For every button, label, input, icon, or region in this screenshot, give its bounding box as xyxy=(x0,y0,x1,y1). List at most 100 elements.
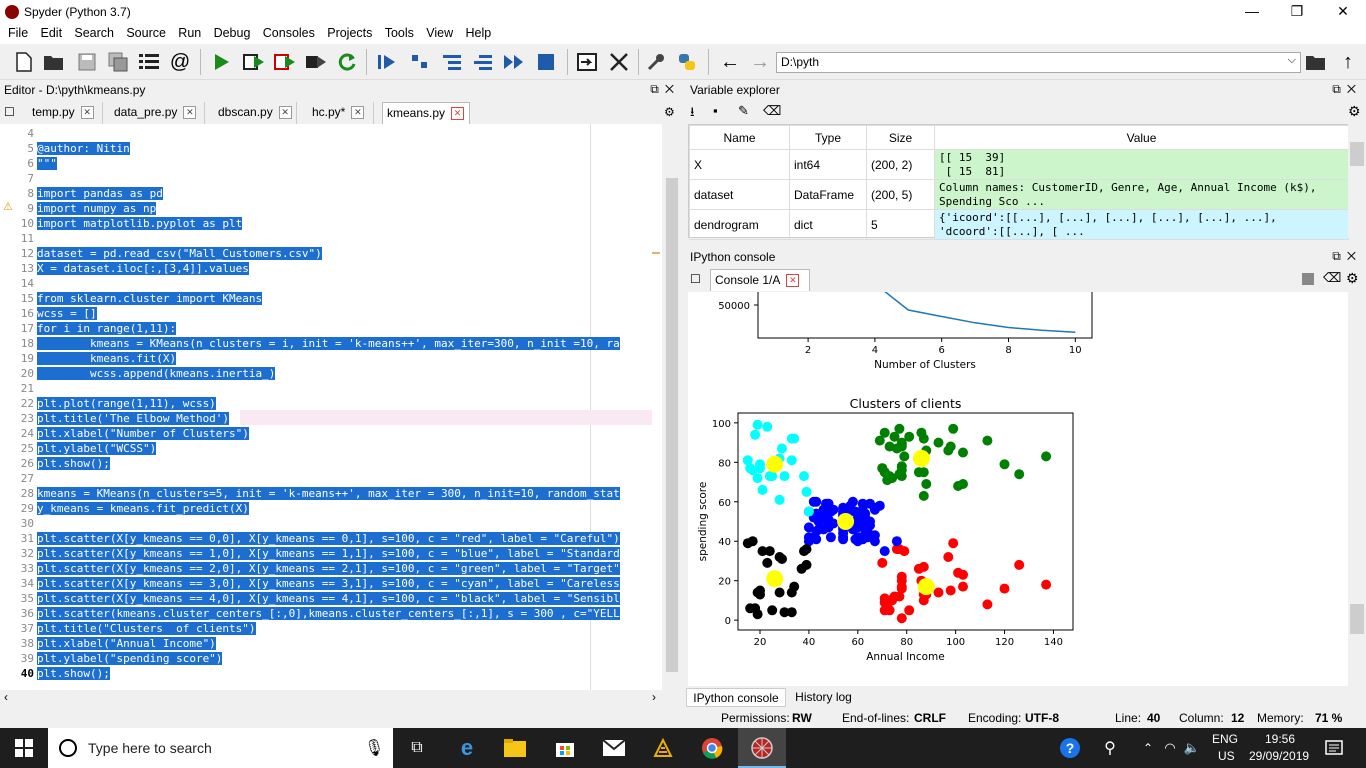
step-return-icon[interactable] xyxy=(472,51,494,73)
code-line[interactable]: dataset = pd.read_csv("Mall_Customers.cs… xyxy=(37,246,322,261)
code-line[interactable]: plt.xlabel("Annual Income") xyxy=(37,636,216,651)
at-icon[interactable]: @ xyxy=(169,50,191,73)
code-line[interactable]: X = dataset.iloc[:,[3,4]].values xyxy=(37,261,249,276)
tab-hc[interactable]: hc.py* ✕ xyxy=(308,102,374,124)
save-all-icon[interactable] xyxy=(107,51,129,73)
code-line[interactable]: kmeans.fit(X) xyxy=(37,351,177,366)
close-tab-icon[interactable]: ✕ xyxy=(278,106,292,120)
stop-console-icon[interactable] xyxy=(1302,273,1314,285)
menu-run[interactable]: Run xyxy=(178,26,202,40)
code-line[interactable]: plt.plot(range(1,11), wcss) xyxy=(37,396,216,411)
run-cell-icon[interactable] xyxy=(243,51,265,73)
save-icon[interactable] xyxy=(76,51,98,73)
people-icon[interactable]: ⚲ xyxy=(1104,740,1116,757)
volume-icon[interactable]: 🔈 xyxy=(1183,740,1201,755)
edge-icon[interactable]: e xyxy=(460,735,474,760)
scroll-right-icon[interactable]: › xyxy=(652,690,656,704)
tab-temp[interactable]: temp.py ✕ xyxy=(28,102,103,124)
editor-horizontal-scrollbar[interactable]: ‹ › xyxy=(0,690,662,706)
spyder-taskbar-button[interactable] xyxy=(738,728,786,768)
menu-edit[interactable]: Edit xyxy=(40,26,63,40)
clock-time[interactable]: 19:56 xyxy=(1265,732,1296,746)
language-region[interactable]: US xyxy=(1218,749,1235,763)
menu-search[interactable]: Search xyxy=(74,26,114,40)
code-line[interactable]: plt.title("Clusters of clients") xyxy=(37,621,256,636)
tab-data-pre[interactable]: data_pre.py ✕ xyxy=(110,102,205,124)
editor-vertical-scrollbar[interactable] xyxy=(652,124,682,690)
fullscreen-icon[interactable] xyxy=(608,51,630,73)
forward-arrow-icon[interactable]: → xyxy=(750,50,770,73)
var-value[interactable]: [[ 15 39] [ 15 81] xyxy=(934,149,1349,180)
column-header-value[interactable]: Value xyxy=(934,125,1349,150)
code-line[interactable]: plt.xlabel("Number of Clusters") xyxy=(37,426,249,441)
code-line[interactable]: plt.show(); xyxy=(37,456,110,471)
language-code[interactable]: ENG xyxy=(1212,732,1239,746)
code-line[interactable]: plt.title('The Elbow Method') xyxy=(37,411,230,426)
restore-button[interactable]: ❐ xyxy=(1290,3,1304,19)
close-tab-icon[interactable]: ✕ xyxy=(786,274,800,288)
save-as-icon[interactable]: ✎ xyxy=(738,103,749,118)
scrollbar-thumb[interactable] xyxy=(666,178,678,672)
network-icon[interactable]: ◠ xyxy=(1164,740,1176,755)
code-line[interactable]: kmeans = KMeans(n_clusters = i, init = '… xyxy=(37,336,620,351)
continue-icon[interactable] xyxy=(503,51,525,73)
table-row[interactable]: dendrogram dict 5 {'icoord':[[...], [...… xyxy=(689,209,1349,240)
code-line[interactable]: plt.scatter(X[y_kmeans == 0,0], X[y_kmea… xyxy=(37,531,620,546)
gear-icon[interactable]: ⚙ xyxy=(1346,270,1359,286)
working-directory-input[interactable]: D:\pyth ⌵ xyxy=(776,52,1301,73)
explorer-icon[interactable] xyxy=(503,736,527,760)
menu-help[interactable]: Help xyxy=(465,26,492,40)
menu-projects[interactable]: Projects xyxy=(327,26,373,40)
column-header-name[interactable]: Name xyxy=(689,125,790,150)
task-view-icon[interactable]: ⧉ xyxy=(411,739,423,756)
code-line[interactable]: plt.scatter(X[y_kmeans == 3,0], X[y_kmea… xyxy=(37,576,620,591)
pane-controls[interactable]: ⧉✕ xyxy=(1332,249,1362,263)
list-icon[interactable] xyxy=(138,51,160,73)
table-row[interactable]: dataset DataFrame (200, 5) Column names:… xyxy=(689,179,1349,210)
run-cell-advance-icon[interactable] xyxy=(274,51,296,73)
code-line[interactable]: """ xyxy=(37,156,57,171)
scrollbar-thumb[interactable] xyxy=(1350,604,1364,634)
tab-dbscan[interactable]: dbscan.py ✕ xyxy=(214,102,297,124)
browse-tabs-icon[interactable]: ☐ xyxy=(690,272,701,286)
var-value[interactable]: Column names: CustomerID, Genre, Age, An… xyxy=(934,179,1349,210)
pane-controls[interactable]: ⧉✕ xyxy=(650,82,680,96)
browse-tabs-icon[interactable]: ☐ xyxy=(4,105,15,119)
step-into-icon[interactable] xyxy=(441,51,463,73)
chevron-up-icon[interactable]: ⌃ xyxy=(1142,741,1154,755)
help-icon[interactable]: ? xyxy=(1058,736,1082,760)
code-line[interactable]: plt.scatter(X[y_kmeans == 2,0], X[y_kmea… xyxy=(37,561,620,576)
maximize-pane-icon[interactable] xyxy=(576,51,598,73)
chrome-icon[interactable] xyxy=(700,736,724,760)
chevron-down-icon[interactable]: ⌵ xyxy=(1287,54,1296,66)
tab-console[interactable]: Console 1/A ✕ xyxy=(710,269,810,291)
tab-history-log[interactable]: History log xyxy=(795,690,852,704)
step-icon[interactable] xyxy=(409,51,431,73)
code-line[interactable]: plt.scatter(X[y_kmeans == 1,0], X[y_kmea… xyxy=(37,546,620,561)
close-tab-icon[interactable]: ✕ xyxy=(451,107,465,121)
clock-date[interactable]: 29/09/2019 xyxy=(1249,749,1310,763)
column-header-size[interactable]: Size xyxy=(866,125,935,150)
save-data-icon[interactable]: ▪ xyxy=(713,103,718,118)
code-line[interactable]: from sklearn.cluster import KMeans xyxy=(37,291,263,306)
code-line[interactable]: kmeans = KMeans(n_clusters=5, init = 'k-… xyxy=(37,486,620,501)
code-line[interactable]: plt.scatter(X[y_kmeans == 4,0], X[y_kmea… xyxy=(37,591,620,606)
browse-folder-icon[interactable] xyxy=(1305,51,1327,73)
code-line[interactable]: import pandas as pd xyxy=(37,186,163,201)
notification-icon[interactable] xyxy=(1322,736,1346,760)
stop-icon[interactable] xyxy=(535,51,557,73)
gear-icon[interactable]: ⚙ xyxy=(664,105,675,119)
code-line[interactable]: plt.scatter(kmeans.cluster_centers_[:,0]… xyxy=(37,606,620,621)
run-selection-icon[interactable] xyxy=(305,51,327,73)
code-line[interactable]: wcss = [] xyxy=(37,306,97,321)
variable-explorer-scrollbar[interactable] xyxy=(1348,124,1366,238)
mic-icon[interactable]: 🎙 xyxy=(364,740,385,757)
code-editor[interactable]: 4 5 6 7 8 9 10 11 12 13 14 15 16 17 18 19 20 21 22 23 24 25 26… xyxy=(0,124,662,690)
wrench-icon[interactable] xyxy=(645,51,667,73)
eraser-icon[interactable]: ⌫ xyxy=(763,103,782,118)
menu-view[interactable]: View xyxy=(426,26,454,40)
scrollbar-thumb[interactable] xyxy=(1350,142,1364,166)
console-output[interactable]: 50000 2 4 6 8 10 Number of Clusters Clusters o… xyxy=(688,292,1348,686)
code-line[interactable]: for i in range(1,11): xyxy=(37,321,177,336)
open-file-icon[interactable] xyxy=(43,51,65,73)
